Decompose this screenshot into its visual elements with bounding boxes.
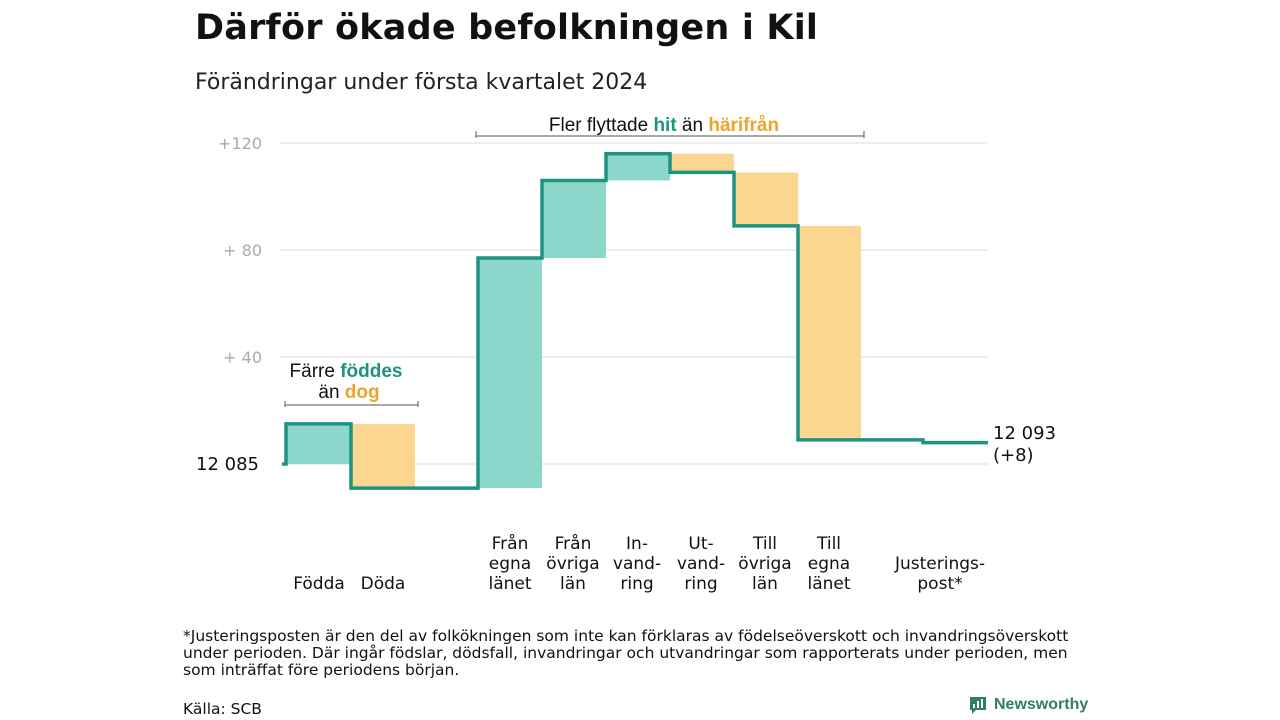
- footnote: *Justeringsposten är den del av folkökni…: [183, 627, 1069, 679]
- brand: Newsworthy: [968, 695, 1088, 715]
- bar-increase: [286, 423, 351, 464]
- bar-decrease: [798, 225, 861, 440]
- births-annotation-line2: än dog: [318, 382, 379, 403]
- population-step-line: [282, 151, 988, 490]
- migration-bracket: [475, 131, 865, 138]
- births-annotation: Färre föddes än dog: [284, 361, 419, 407]
- bar-increase: [542, 180, 606, 259]
- brand-name: Newsworthy: [994, 696, 1089, 713]
- y-tick-label: + 40: [223, 348, 262, 367]
- category-label: vand-: [677, 554, 725, 574]
- bar-decrease: [734, 172, 798, 226]
- category-label: övriga: [738, 554, 791, 574]
- newsworthy-logo-icon: [970, 697, 986, 714]
- category-label: Döda: [361, 574, 406, 594]
- migration-annotation-text: Fler flyttade hit än härifrån: [549, 115, 779, 136]
- migration-annotation: Fler flyttade hit än härifrån: [475, 115, 865, 138]
- source-label: Källa: SCB: [183, 700, 262, 718]
- category-label: vand-: [613, 554, 661, 574]
- chart-title: Därför ökade befolkningen i Kil: [195, 8, 819, 48]
- bar-decrease: [351, 423, 415, 489]
- category-label: län: [752, 574, 778, 594]
- category-label: län: [560, 574, 586, 594]
- bar-decrease: [670, 153, 734, 173]
- category-label: övriga: [546, 554, 599, 574]
- bars: [286, 153, 861, 489]
- category-label: Från: [492, 533, 529, 554]
- category-label: post*: [917, 574, 962, 594]
- category-label: In-: [626, 534, 648, 554]
- end-change-label: (+8): [993, 445, 1034, 466]
- category-label: Justerings-: [894, 554, 985, 574]
- step-lines: [282, 151, 988, 490]
- category-label: egna: [489, 554, 531, 574]
- y-tick-label: + 80: [223, 241, 262, 260]
- category-label: ring: [684, 574, 717, 594]
- chart-subtitle: Förändringar under första kvartalet 2024: [195, 70, 648, 95]
- bar-increase: [478, 258, 542, 489]
- category-label: länet: [488, 574, 531, 594]
- y-tick-label: +120: [218, 134, 262, 153]
- waterfall-chart: + 40+ 80+120 Födda DödaFrånegnalänetFrånö…: [196, 115, 1056, 594]
- category-label: Ut-: [688, 534, 713, 554]
- category-label: egna: [808, 554, 850, 574]
- category-label: Till: [752, 534, 777, 554]
- start-value-label: 12 085: [196, 454, 259, 475]
- labels: Födda DödaFrånegnalänetFrånövrigalänIn-va…: [196, 423, 1056, 594]
- bar-increase: [606, 153, 670, 181]
- births-annotation-line1: Färre föddes: [290, 361, 403, 382]
- births-bracket: [284, 401, 419, 407]
- category-label: länet: [807, 574, 850, 594]
- category-label: Födda: [293, 574, 345, 594]
- end-value-label: 12 093: [993, 423, 1056, 444]
- category-label: ring: [620, 574, 653, 594]
- category-label: Från: [555, 533, 592, 554]
- category-label: Till: [816, 534, 841, 554]
